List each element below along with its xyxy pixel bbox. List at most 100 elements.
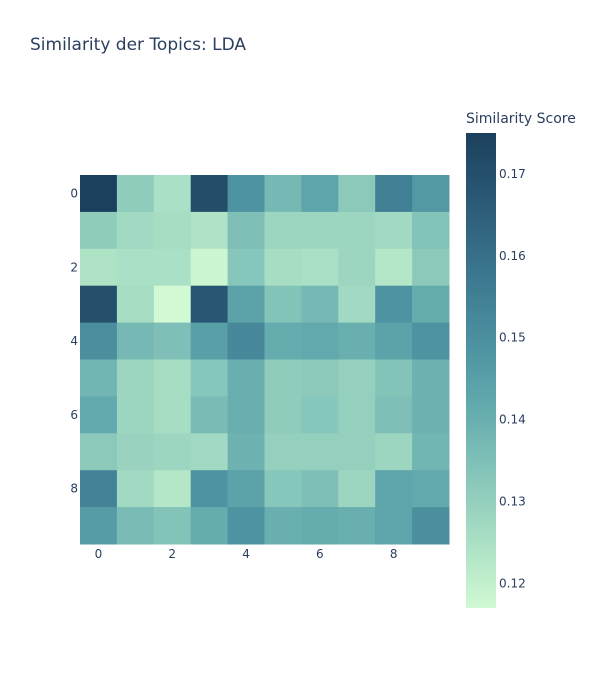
heatmap-cell[interactable] [153,175,192,213]
heatmap-cell[interactable] [80,175,118,213]
heatmap-cell[interactable] [375,507,413,545]
heatmap-cell[interactable] [338,433,376,471]
heatmap-cell[interactable] [153,285,192,324]
heatmap-cell[interactable] [412,285,450,324]
heatmap-cell[interactable] [375,359,413,397]
heatmap-cell[interactable] [301,433,339,471]
heatmap-cell[interactable] [80,433,118,471]
heatmap-cell[interactable] [116,285,155,324]
heatmap-cell[interactable] [412,433,450,471]
heatmap-cell[interactable] [190,322,229,360]
heatmap-cell[interactable] [412,175,450,213]
heatmap-cell[interactable] [227,396,265,434]
heatmap-cell[interactable] [190,359,229,397]
heatmap-cell[interactable] [264,507,302,545]
heatmap-cell[interactable] [338,396,376,434]
heatmap-cell[interactable] [116,175,155,213]
heatmap-cell[interactable] [338,211,376,250]
heatmap-cell[interactable] [80,248,118,287]
heatmap-cell[interactable] [190,433,229,471]
heatmap-cell[interactable] [412,248,450,287]
heatmap-cell[interactable] [190,211,229,250]
heatmap-cell[interactable] [190,396,229,434]
heatmap-cell[interactable] [153,248,192,287]
heatmap-cell[interactable] [227,285,265,324]
heatmap-cell[interactable] [375,211,413,250]
heatmap-cell[interactable] [338,175,376,213]
heatmap-cell[interactable] [153,359,192,397]
heatmap-cell[interactable] [227,433,265,471]
heatmap-cell[interactable] [338,470,376,508]
heatmap-cell[interactable] [227,470,265,508]
heatmap-cell[interactable] [227,507,265,545]
heatmap-cell[interactable] [412,507,450,545]
heatmap-cell[interactable] [190,470,229,508]
heatmap-cell[interactable] [190,175,229,213]
heatmap-cell[interactable] [375,175,413,213]
heatmap-cell[interactable] [80,359,118,397]
heatmap-cell[interactable] [153,211,192,250]
heatmap-cell[interactable] [375,248,413,287]
heatmap-cell[interactable] [264,396,302,434]
heatmap-cell[interactable] [338,359,376,397]
heatmap-cell[interactable] [301,322,339,360]
heatmap-cell[interactable] [412,470,450,508]
heatmap-cell[interactable] [264,285,302,324]
heatmap-cell[interactable] [301,248,339,287]
heatmap-cell[interactable] [338,248,376,287]
heatmap-cell[interactable] [153,507,192,545]
heatmap-cell[interactable] [190,507,229,545]
heatmap-cell[interactable] [338,322,376,360]
heatmap-cell[interactable] [301,396,339,434]
heatmap-cell[interactable] [412,359,450,397]
heatmap-cell[interactable] [153,396,192,434]
heatmap-cell[interactable] [338,507,376,545]
heatmap-cell[interactable] [227,211,265,250]
heatmap-cell[interactable] [264,175,302,213]
heatmap-cell[interactable] [301,285,339,324]
heatmap-cell[interactable] [375,433,413,471]
heatmap-cell[interactable] [301,359,339,397]
heatmap-cell[interactable] [412,211,450,250]
heatmap-cell[interactable] [80,507,118,545]
heatmap-cell[interactable] [264,322,302,360]
heatmap-cell[interactable] [227,322,265,360]
heatmap-cell[interactable] [412,322,450,360]
heatmap-cell[interactable] [153,470,192,508]
heatmap-cell[interactable] [80,322,118,360]
heatmap-cell[interactable] [264,470,302,508]
heatmap-cell[interactable] [116,396,155,434]
heatmap-cell[interactable] [80,470,118,508]
heatmap-cell[interactable] [153,322,192,360]
heatmap-cell[interactable] [80,396,118,434]
heatmap-cell[interactable] [301,211,339,250]
heatmap-cell[interactable] [412,396,450,434]
heatmap-cell[interactable] [264,211,302,250]
heatmap-cell[interactable] [190,248,229,287]
heatmap-cell[interactable] [80,211,118,250]
heatmap-cell[interactable] [375,322,413,360]
heatmap-cell[interactable] [264,248,302,287]
heatmap-cell[interactable] [116,248,155,287]
heatmap-cell[interactable] [227,359,265,397]
heatmap-cell[interactable] [116,359,155,397]
heatmap-cell[interactable] [116,211,155,250]
heatmap-cell[interactable] [375,470,413,508]
heatmap-cell[interactable] [116,433,155,471]
heatmap-cell[interactable] [375,285,413,324]
heatmap-cell[interactable] [264,359,302,397]
heatmap-cell[interactable] [375,396,413,434]
heatmap-cell[interactable] [264,433,302,471]
heatmap-cell[interactable] [227,175,265,213]
heatmap-cell[interactable] [301,507,339,545]
heatmap-cell[interactable] [301,175,339,213]
heatmap-cell[interactable] [227,248,265,287]
heatmap-cell[interactable] [301,470,339,508]
heatmap-cell[interactable] [116,322,155,360]
heatmap-cell[interactable] [338,285,376,324]
heatmap-cell[interactable] [116,470,155,508]
heatmap-cell[interactable] [153,433,192,471]
heatmap-cell[interactable] [190,285,229,324]
heatmap-cell[interactable] [116,507,155,545]
heatmap-cell[interactable] [80,285,118,324]
